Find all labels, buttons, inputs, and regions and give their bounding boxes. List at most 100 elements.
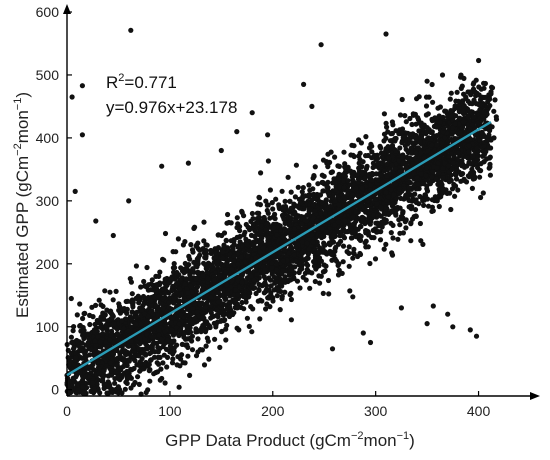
data-point — [278, 280, 284, 286]
data-point — [376, 165, 382, 171]
data-point — [336, 223, 342, 229]
data-point — [280, 234, 286, 240]
data-point — [297, 285, 303, 291]
data-point — [390, 235, 396, 241]
data-point — [234, 215, 240, 221]
data-point — [268, 246, 274, 252]
data-point — [195, 269, 201, 275]
data-point — [269, 200, 275, 206]
data-point — [395, 236, 401, 242]
data-point — [293, 162, 299, 168]
data-point — [456, 121, 463, 127]
data-point — [487, 164, 493, 170]
data-point — [434, 124, 440, 130]
data-point — [488, 91, 494, 97]
data-point — [231, 258, 237, 264]
data-point — [360, 216, 366, 222]
data-point — [81, 390, 87, 396]
data-point — [448, 108, 454, 114]
data-point — [183, 276, 189, 282]
data-point — [475, 165, 481, 171]
data-point — [176, 384, 182, 390]
data-point — [225, 262, 231, 268]
data-point — [123, 316, 129, 322]
data-point — [269, 260, 275, 266]
data-point — [128, 338, 134, 344]
data-point — [489, 85, 496, 91]
data-point — [129, 291, 135, 297]
data-point — [349, 142, 355, 148]
data-point — [408, 145, 414, 151]
data-point — [397, 222, 403, 228]
data-point — [304, 240, 310, 246]
data-point — [239, 209, 245, 216]
data-point — [197, 347, 203, 353]
data-point — [143, 389, 149, 396]
data-point — [160, 306, 166, 312]
data-point — [403, 193, 410, 199]
data-point — [300, 249, 306, 255]
data-point — [124, 380, 130, 386]
data-point — [256, 214, 262, 220]
data-point — [254, 272, 260, 278]
data-point — [106, 317, 112, 323]
data-point — [333, 244, 339, 250]
data-point — [113, 288, 119, 294]
data-point — [204, 300, 210, 306]
data-point — [149, 334, 156, 340]
data-point — [367, 195, 373, 201]
data-point — [93, 342, 99, 348]
data-point — [332, 179, 338, 185]
data-point — [309, 197, 315, 204]
data-point — [264, 202, 270, 208]
data-point — [230, 246, 236, 252]
data-point — [244, 315, 250, 321]
data-point — [219, 329, 225, 335]
data-point — [220, 255, 226, 261]
data-point — [342, 218, 348, 224]
data-point — [206, 356, 212, 362]
data-point — [378, 204, 384, 211]
data-point — [114, 356, 120, 362]
data-point — [90, 314, 96, 320]
data-point — [241, 306, 247, 312]
data-point — [478, 194, 484, 201]
data-point — [384, 173, 390, 179]
data-point — [205, 275, 211, 282]
data-point — [70, 328, 76, 334]
data-point — [235, 292, 241, 298]
data-point — [133, 314, 139, 320]
data-point — [235, 261, 241, 267]
data-point — [345, 191, 351, 197]
data-point — [102, 312, 108, 318]
data-point — [114, 331, 120, 337]
data-point — [123, 298, 129, 305]
data-point — [391, 209, 397, 215]
data-point — [297, 267, 303, 273]
data-point — [258, 235, 264, 241]
data-point — [420, 241, 426, 247]
data-point — [466, 128, 472, 135]
data-point — [202, 254, 208, 260]
data-point — [129, 367, 135, 373]
data-point — [147, 357, 154, 363]
data-point — [378, 145, 384, 151]
data-point — [323, 263, 329, 269]
data-point — [251, 277, 257, 283]
data-point — [197, 247, 203, 253]
data-point — [424, 125, 430, 131]
data-point — [326, 240, 332, 246]
data-point — [126, 343, 132, 349]
data-point — [246, 323, 252, 329]
data-point — [160, 296, 166, 302]
data-point — [491, 108, 497, 114]
data-point — [322, 268, 328, 274]
data-point — [397, 230, 403, 236]
data-point — [122, 386, 128, 392]
data-point — [470, 176, 476, 182]
data-point — [282, 289, 288, 295]
data-point — [88, 370, 94, 376]
data-point — [142, 336, 148, 343]
data-point — [356, 232, 362, 238]
data-point — [423, 103, 430, 109]
